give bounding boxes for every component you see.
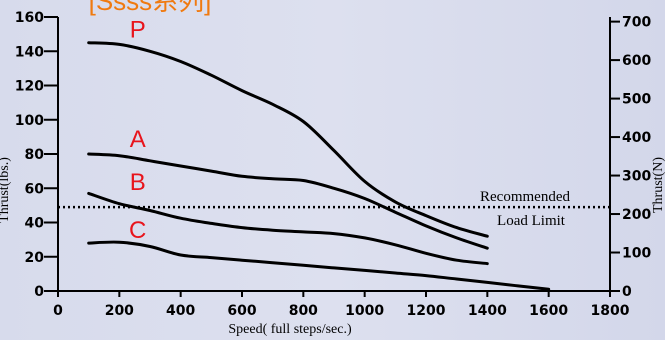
y2-tick-label: 500 [622, 92, 651, 108]
y2-tick-label: 700 [622, 15, 651, 31]
x-tick-label: 1800 [591, 303, 630, 319]
reference-label-line2: Load Limit [497, 213, 566, 229]
axes [44, 16, 620, 297]
y2-tick-label: 600 [622, 53, 651, 69]
y-tick-label: 60 [25, 181, 45, 197]
x-tick-label: 1000 [345, 303, 384, 319]
series-label-p: P [130, 17, 146, 44]
tick-labels: 0 200 400 600 800 1000 1200 1400 1600 18000204060… [15, 10, 652, 319]
y-axis-title-left: Thrust(lbs.) [0, 157, 12, 223]
y2-tick-label: 100 [622, 246, 651, 262]
series-line-p [87, 41, 489, 238]
y-tick-label: 80 [25, 147, 45, 163]
x-tick-label: 1600 [529, 303, 568, 319]
y2-tick-label: 200 [622, 207, 651, 223]
x-tick-label: 600 [227, 303, 256, 319]
x-axis-title: Speed( full steps/sec.) [228, 322, 352, 337]
series-labels: P ABC [129, 17, 146, 244]
y-tick-label: 140 [15, 44, 44, 60]
series-line-b [87, 191, 489, 266]
x-tick-label: 1200 [407, 303, 446, 319]
series-line-c [87, 240, 551, 291]
y2-tick-label: 300 [622, 169, 651, 185]
reference-label-line1: Recommended [480, 189, 570, 205]
y-tick-label: 40 [25, 216, 45, 232]
y2-tick-label: 0 [622, 284, 632, 300]
y-tick-label: 0 [34, 284, 44, 300]
y-tick-label: 100 [15, 113, 44, 129]
y-tick-label: 160 [15, 10, 44, 26]
y2-tick-label: 400 [622, 130, 651, 146]
series-label-a: A [130, 126, 146, 153]
x-tick-label: 0 [53, 303, 63, 319]
series-label-b: B [130, 169, 146, 196]
series-line-a [87, 152, 489, 250]
plot-lines [58, 41, 610, 291]
x-tick-label: 400 [166, 303, 195, 319]
y-axis-title-right: Thrust(N) [651, 157, 665, 213]
x-tick-label: 200 [105, 303, 134, 319]
x-tick-label: 800 [289, 303, 318, 319]
page-title: [Ssss系列] [89, 0, 212, 16]
series-label-c: C [129, 217, 146, 244]
x-tick-label: 1400 [468, 303, 507, 319]
y-tick-label: 20 [25, 250, 45, 266]
y-tick-label: 120 [15, 79, 44, 95]
